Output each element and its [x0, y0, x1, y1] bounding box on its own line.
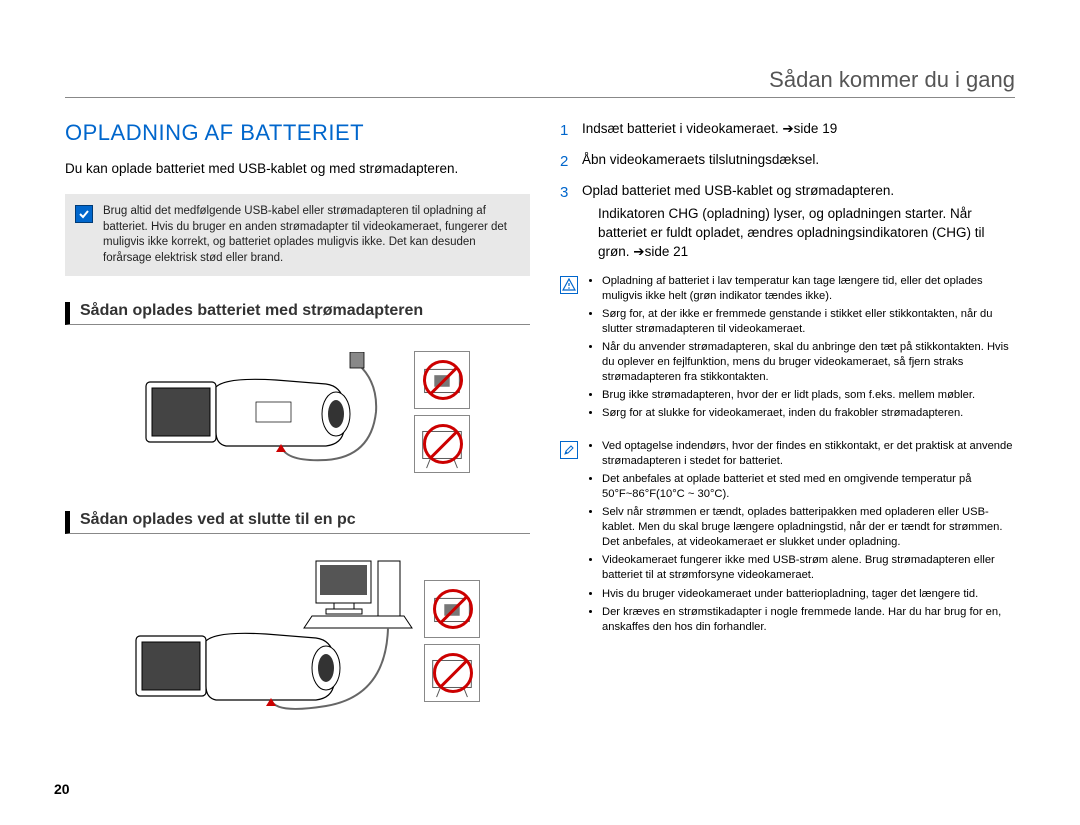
warning-item: Opladning af batteriet i lav temperatur …	[602, 274, 1015, 304]
note-item: Der kræves en strømstikadapter i nogle f…	[602, 605, 1015, 635]
step-number: 2	[560, 151, 572, 172]
step-list: 1 Indsæt batteriet i videokameraet. ➔sid…	[560, 120, 1015, 264]
check-icon	[75, 205, 93, 223]
camcorder-pc-drawing	[116, 556, 416, 726]
warning-item: Sørg for, at der ikke er fremmede gensta…	[602, 307, 1015, 337]
prohibit-icon	[433, 589, 473, 629]
step-item: 3 Oplad batteriet med USB-kablet og strø…	[560, 182, 1015, 264]
warning-item: Brug ikke strømadapteren, hvor der er li…	[602, 388, 1015, 403]
info-callout: Brug altid det medfølgende USB-kabel ell…	[65, 194, 530, 276]
note-item: Selv når strømmen er tændt, oplades batt…	[602, 505, 1015, 550]
sub-heading-adapter: Sådan oplades batteriet med strømadapter…	[65, 302, 530, 325]
step-bullet: Indikatoren CHG (opladning) lyser, og op…	[598, 205, 1015, 262]
illustration-pc	[65, 546, 530, 736]
left-column: OPLADNING AF BATTERIET Du kan oplade bat…	[65, 120, 530, 760]
main-heading: OPLADNING AF BATTERIET	[65, 120, 530, 146]
page-number: 20	[54, 781, 70, 797]
step-item: 1 Indsæt batteriet i videokameraet. ➔sid…	[560, 120, 1015, 141]
detail-prohibit-1	[414, 351, 470, 409]
warning-item: Sørg for at slukke for videokameraet, in…	[602, 406, 1015, 421]
note-list: Ved optagelse indendørs, hvor der findes…	[602, 439, 1015, 638]
note-item: Videokameraet fungerer ikke med USB-strø…	[602, 553, 1015, 583]
illustration-adapter	[65, 337, 530, 487]
note-item: Det anbefales at oplade batteriet et ste…	[602, 472, 1015, 502]
step-item: 2 Åbn videokameraets tilslutningsdæksel.	[560, 151, 1015, 172]
detail-prohibit-2	[414, 415, 470, 473]
note-item: Ved optagelse indendørs, hvor der findes…	[602, 439, 1015, 469]
info-text: Brug altid det medfølgende USB-kabel ell…	[103, 204, 516, 266]
prohibit-icon	[423, 360, 463, 400]
intro-text: Du kan oplade batteriet med USB-kablet o…	[65, 160, 530, 178]
note-item: Hvis du bruger videokameraet under batte…	[602, 587, 1015, 602]
header-rule: Sådan kommer du i gang	[65, 70, 1015, 98]
note-block: Ved optagelse indendørs, hvor der findes…	[560, 439, 1015, 638]
right-column: 1 Indsæt batteriet i videokameraet. ➔sid…	[560, 120, 1015, 760]
detail-prohibit-4	[424, 644, 480, 702]
step-number: 3	[560, 182, 572, 264]
step-number: 1	[560, 120, 572, 141]
prohibit-icon	[423, 424, 463, 464]
note-icon	[560, 441, 578, 459]
detail-prohibit-3	[424, 580, 480, 638]
step-text: Oplad batteriet med USB-kablet og strøma…	[582, 182, 1015, 264]
warning-icon	[560, 276, 578, 294]
prohibit-icon	[433, 653, 473, 693]
chapter-title: Sådan kommer du i gang	[769, 67, 1015, 93]
warning-item: Når du anvender strømadapteren, skal du …	[602, 340, 1015, 385]
camcorder-drawing	[126, 352, 406, 472]
sub-heading-pc: Sådan oplades ved at slutte til en pc	[65, 511, 530, 534]
step-text: Åbn videokameraets tilslutningsdæksel.	[582, 151, 819, 172]
step-text: Indsæt batteriet i videokameraet. ➔side …	[582, 120, 837, 141]
warning-list: Opladning af batteriet i lav temperatur …	[602, 274, 1015, 425]
warning-block: Opladning af batteriet i lav temperatur …	[560, 274, 1015, 425]
